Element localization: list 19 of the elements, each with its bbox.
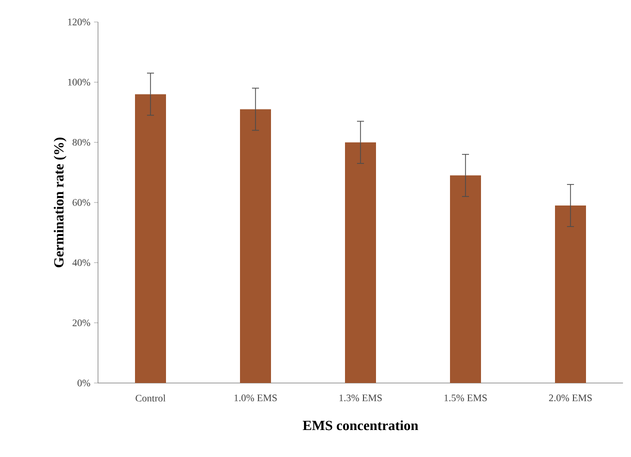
y-axis-title: Germination rate (%) (54, 138, 66, 268)
x-tick-label: Control (136, 394, 166, 402)
y-tick-label: 40% (72, 259, 90, 266)
y-tick-label: 0% (78, 380, 90, 386)
x-tick-label: 2.0% EMS (549, 394, 592, 402)
y-tick-label: 120% (68, 18, 90, 26)
x-tick-label: 1.5% EMS (444, 394, 487, 402)
bar (450, 175, 481, 383)
y-tick-label: 100% (68, 78, 90, 86)
bar (240, 109, 271, 383)
bar (345, 142, 376, 383)
bar (555, 206, 586, 383)
y-tick-label: 20% (72, 319, 90, 326)
bar (135, 94, 166, 383)
x-tick-label: 1.3% EMS (340, 394, 382, 402)
y-tick-label: 80% (72, 138, 90, 146)
x-axis-title: EMS concentration (302, 420, 418, 430)
y-tick-label: 60% (72, 199, 90, 206)
x-tick-label: 1.0% EMS (234, 394, 277, 402)
